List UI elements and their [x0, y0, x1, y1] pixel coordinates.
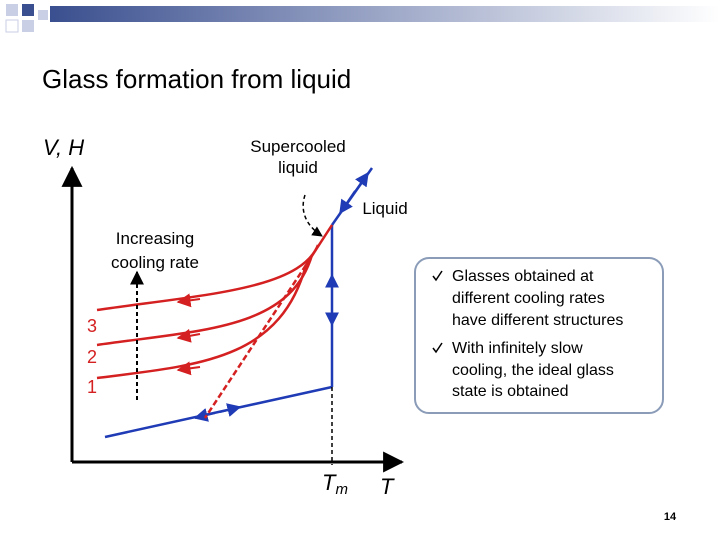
- bullet-line: state is obtained: [452, 383, 569, 400]
- annotation: Increasing: [116, 229, 194, 248]
- diagram-lines: [96, 167, 374, 465]
- bullet-line: With infinitely slow: [452, 340, 583, 357]
- page-number: 14: [664, 511, 677, 523]
- bullet-line: Glasses obtained at: [452, 268, 594, 285]
- check-icon: [432, 342, 443, 354]
- curve-label: 3: [87, 316, 97, 336]
- check-icon: [432, 270, 443, 282]
- note-box: [414, 257, 664, 414]
- bullet-line: cooling, the ideal glass: [452, 362, 614, 379]
- annotation: Supercooled: [250, 137, 345, 156]
- annotation: Liquid: [362, 199, 407, 218]
- annotation: cooling rate: [111, 253, 199, 272]
- y-axis-label: V, H: [43, 135, 84, 160]
- slide-title: Glass formation from liquid: [42, 64, 351, 94]
- header-decoration: [5, 4, 720, 33]
- axes: [61, 165, 405, 473]
- bullets: Glasses obtained at different cooling ra…: [452, 268, 623, 400]
- curve-label: 2: [87, 347, 97, 367]
- bullet-line: have different structures: [452, 312, 623, 329]
- x-axis-label: T: [380, 474, 395, 499]
- annotation: liquid: [278, 158, 318, 177]
- bullet-line: different cooling rates: [452, 290, 605, 307]
- melting-label: Tm: [322, 470, 348, 498]
- curve-label: 1: [87, 377, 97, 397]
